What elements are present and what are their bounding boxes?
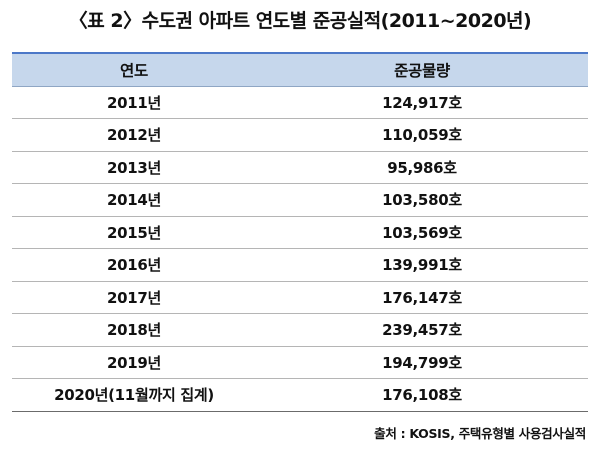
row-year: 2013년 [106,158,162,177]
row-value: 176,108호 [382,386,462,405]
table-title: 〈표 2〉수도권 아파트 연도별 준공실적(2011~2020년) [68,10,532,32]
source-note: 출처 : KOSIS, 주택유형별 사용검사실적 [374,426,586,441]
row-value: 110,059호 [382,126,462,145]
header-completion-volume: 준공물량 [394,61,450,80]
table-row: 2020년(11월까지 집계) 176,108호 [12,379,588,411]
row-year: 2015년 [106,223,162,242]
row-value: 139,991호 [382,256,462,275]
table-row: 2012년 110,059호 [12,119,588,151]
row-year: 2016년 [106,256,162,275]
row-year: 2017년 [106,288,162,307]
row-year: 2014년 [106,191,162,210]
table-row: 2019년 194,799호 [12,346,588,379]
row-year: 2018년 [106,321,162,340]
row-year: 2019년 [106,353,162,372]
completion-table: 연도 준공물량 2011년 124,917호 2012년 110,059호 20… [12,52,588,412]
table-row: 2011년 124,917호 [12,86,588,119]
row-value: 103,569호 [382,223,462,242]
row-year: 2011년 [106,93,162,112]
row-value: 95,986호 [387,158,457,177]
table-row: 2014년 103,580호 [12,184,588,216]
table-row: 2016년 139,991호 [12,249,588,281]
row-value: 239,457호 [382,321,462,340]
table-row: 2018년 239,457호 [12,314,588,346]
row-year: 2020년(11월까지 집계) [54,386,214,405]
row-value: 194,799호 [382,353,462,372]
table-header-row: 연도 준공물량 [12,53,588,86]
row-value: 103,580호 [382,191,462,210]
row-value: 176,147호 [382,288,462,307]
table-row: 2017년 176,147호 [12,281,588,314]
table-row: 2013년 95,986호 [12,151,588,184]
row-value: 124,917호 [382,93,462,112]
header-year: 연도 [120,61,148,80]
table-row: 2015년 103,569호 [12,216,588,249]
row-year: 2012년 [106,126,162,145]
